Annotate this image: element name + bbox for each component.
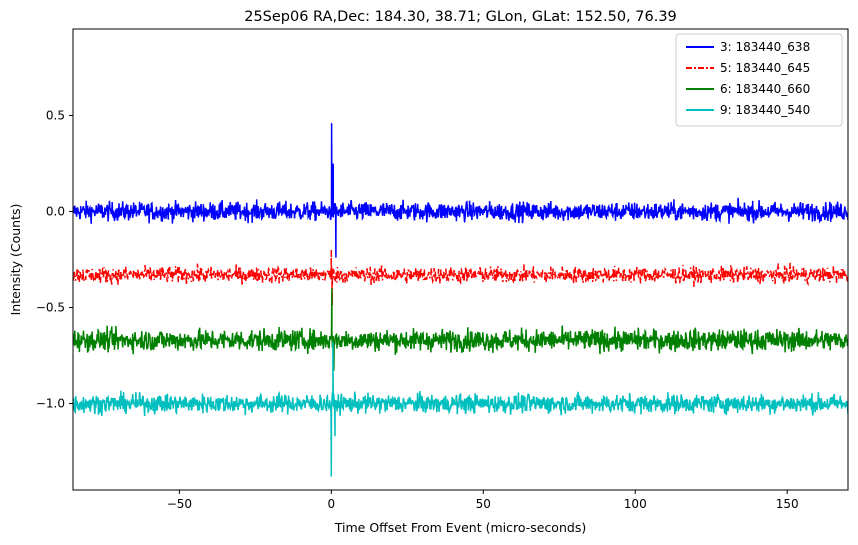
series-line-2 (73, 249, 848, 306)
legend-entry: 5: 183440_645 (720, 61, 810, 75)
series-layer (73, 123, 848, 477)
series-line-3 (73, 288, 848, 371)
series-line-1 (73, 123, 848, 258)
x-tick-label: −50 (167, 497, 192, 511)
y-tick-label: 0.0 (46, 204, 65, 218)
y-tick-label: −1.0 (36, 397, 65, 411)
legend-entry: 6: 183440_660 (720, 82, 810, 96)
x-axis-label: Time Offset From Event (micro-seconds) (334, 520, 586, 535)
y-tick-label: −0.5 (36, 301, 65, 315)
x-tick-label: 100 (624, 497, 647, 511)
x-tick-label: 150 (776, 497, 799, 511)
ticks-layer: −50 0 50 100 150 0.5 0.0 −0.5 −1.0 (36, 108, 799, 511)
x-tick-label: 0 (328, 497, 336, 511)
y-axis-label: Intensity (Counts) (8, 204, 23, 316)
legend-entry: 3: 183440_638 (720, 40, 810, 54)
series-line-4 (73, 342, 848, 477)
legend-box (675, 33, 843, 127)
legend-entry: 9: 183440_540 (720, 103, 810, 117)
y-tick-label: 0.5 (46, 108, 65, 122)
x-tick-label: 50 (476, 497, 491, 511)
legend: 3: 183440_638 5: 183440_645 6: 183440_66… (675, 33, 843, 127)
chart-title: 25Sep06 RA,Dec: 184.30, 38.71; GLon, GLa… (244, 9, 677, 25)
axes-frame (72, 28, 849, 491)
